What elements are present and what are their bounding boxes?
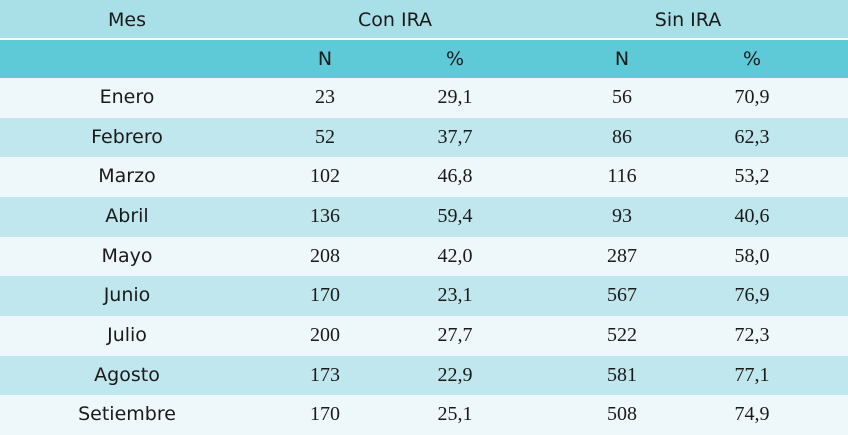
value-cell: 208 (310, 244, 340, 267)
month-cell: Febrero (91, 125, 163, 148)
subheader-cell: N (317, 48, 333, 70)
value-cell: 102 (310, 165, 340, 188)
value-cell: 72,3 (734, 324, 770, 346)
table-row: Junio 170 23,1 567 76,9 (0, 276, 848, 316)
subheader-cell: N (614, 48, 630, 70)
table-row: Enero 23 29,1 56 70,9 (0, 78, 848, 118)
table-row: Agosto 173 22,9 581 77,1 (0, 355, 848, 396)
value-cell: 29,1 (437, 86, 473, 108)
month-cell: Abril (105, 205, 149, 227)
value-cell: 56 (612, 86, 632, 108)
table-row: Febrero 52 37,7 86 62,3 (0, 117, 848, 158)
value-cell: 46,8 (437, 165, 473, 188)
value-cell: 53,2 (734, 165, 770, 188)
header-cell: Con IRA (357, 9, 433, 31)
month-cell: Setiembre (78, 403, 176, 426)
value-cell: 581 (607, 363, 637, 386)
subheader-row: N % N % (0, 40, 848, 78)
value-cell: 23 (315, 86, 335, 108)
value-cell: 40,6 (734, 205, 770, 227)
value-cell: 76,9 (734, 284, 770, 307)
value-cell: 58,0 (734, 244, 770, 267)
value-cell: 287 (607, 244, 637, 267)
month-cell: Mayo (101, 244, 153, 267)
month-cell: Marzo (98, 165, 156, 188)
header-row: Mes Con IRA Sin IRA (0, 0, 848, 40)
month-cell: Enero (99, 86, 155, 108)
value-cell: 567 (607, 284, 637, 307)
value-cell: 77,1 (734, 363, 770, 386)
table-row: Mayo 208 42,0 287 58,0 (0, 236, 848, 277)
value-cell: 37,7 (437, 125, 473, 148)
value-cell: 74,9 (734, 403, 770, 426)
value-cell: 170 (310, 403, 340, 426)
header-cell: Sin IRA (654, 9, 722, 31)
value-cell: 173 (310, 363, 340, 386)
value-cell: 22,9 (437, 363, 473, 386)
table-row: Julio 200 27,7 522 72,3 (0, 316, 848, 356)
value-cell: 23,1 (437, 284, 473, 307)
month-cell: Julio (107, 324, 147, 346)
subheader-cell: % (742, 48, 762, 70)
value-cell: 522 (607, 324, 637, 346)
month-cell: Junio (103, 284, 151, 307)
value-cell: 116 (607, 165, 637, 188)
table-row: Abril 136 59,4 93 40,6 (0, 197, 848, 237)
value-cell: 508 (607, 403, 637, 426)
table-row: Setiembre 170 25,1 508 74,9 (0, 395, 848, 435)
value-cell: 52 (315, 125, 335, 148)
value-cell: 27,7 (437, 324, 473, 346)
value-cell: 62,3 (734, 125, 770, 148)
value-cell: 200 (310, 324, 340, 346)
value-cell: 42,0 (437, 244, 473, 267)
value-cell: 25,1 (437, 403, 473, 426)
table-row: Marzo 102 46,8 116 53,2 (0, 157, 848, 197)
value-cell: 136 (310, 205, 340, 227)
value-cell: 93 (612, 205, 632, 227)
value-cell: 59,4 (437, 205, 473, 227)
value-cell: 170 (310, 284, 340, 307)
header-cell: Mes (108, 9, 146, 31)
value-cell: 70,9 (734, 86, 770, 108)
subheader-cell: % (445, 48, 465, 70)
value-cell: 86 (612, 125, 632, 148)
month-cell: Agosto (94, 363, 160, 386)
